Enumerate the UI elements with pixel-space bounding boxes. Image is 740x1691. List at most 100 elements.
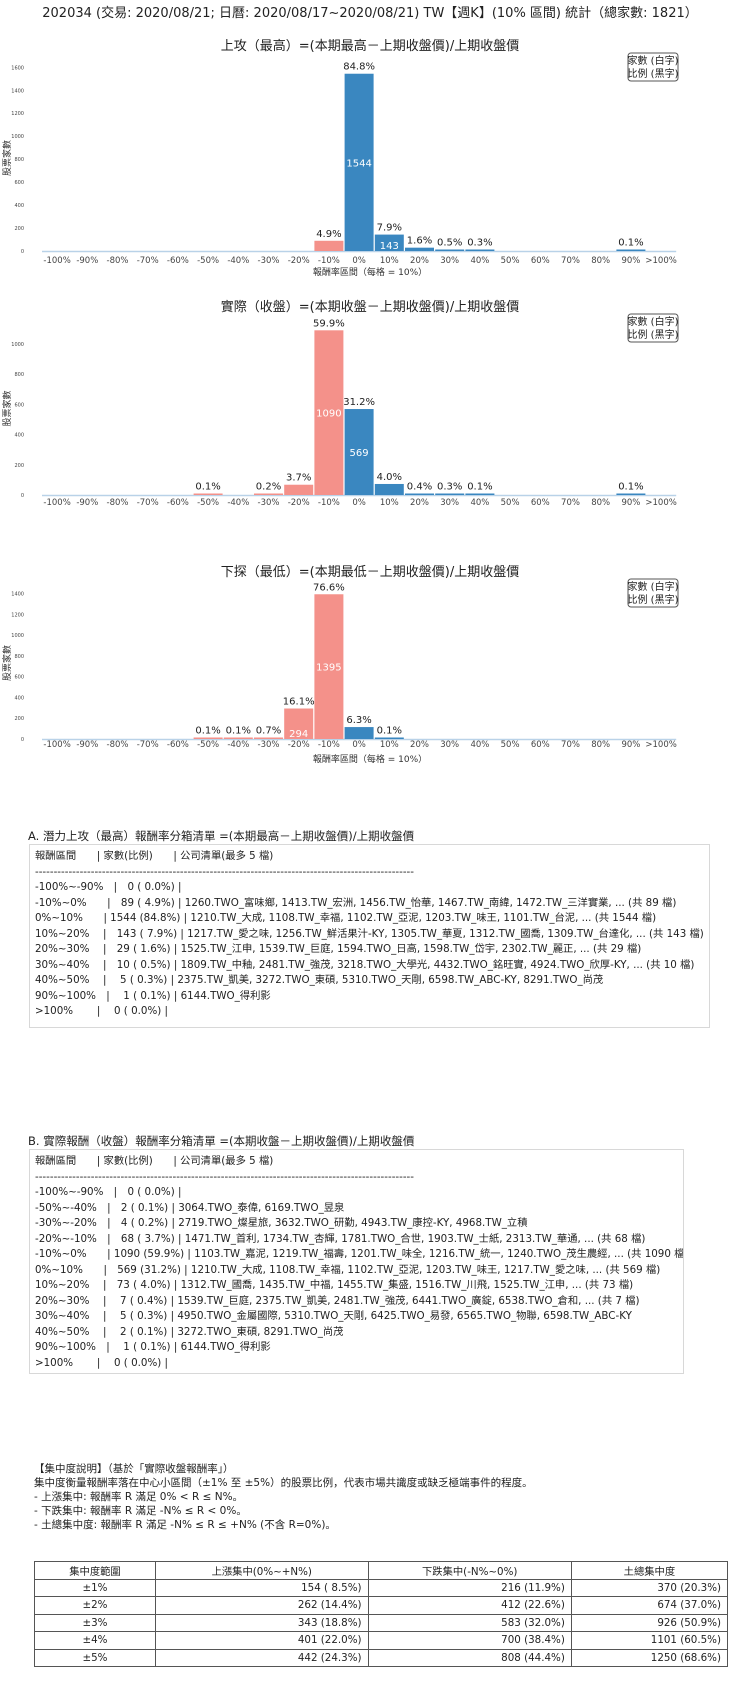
table-cell: ±5% — [34, 1648, 156, 1667]
table-row: ±4% 401 (22.0%) 700 (38.4%) 1101 (60.5%) — [34, 1631, 729, 1650]
x-tick-label: 90% — [621, 740, 640, 750]
legend-box — [627, 578, 679, 608]
y-tick-label: 1000 — [11, 342, 24, 348]
x-tick-label: 40% — [470, 498, 489, 508]
table-header-cell: 集中度範圍 — [34, 1561, 156, 1580]
bar-percent-label: 4.9% — [316, 229, 341, 240]
note-line: 【集中度說明】（基於「實際收盤報酬率」） — [34, 1463, 234, 1475]
bar-percent-label: 0.1% — [377, 726, 402, 737]
x-tick-label: -50% — [197, 498, 219, 508]
table-cell: 154 ( 8.5%) — [154, 1578, 369, 1597]
table-header-cell: 土總集中度 — [570, 1561, 729, 1580]
list-row: -10%~0% | 89 ( 4.9%) | 1260.TWO_富味鄉, 141… — [35, 896, 677, 909]
y-tick-label: 1000 — [11, 633, 24, 639]
y-tick-label: 800 — [14, 157, 24, 163]
x-tick-label: 10% — [380, 498, 399, 508]
y-tick-label: 1000 — [11, 134, 24, 140]
x-tick-label: 70% — [561, 498, 580, 508]
legend-line-1: 家數 (白字) — [628, 54, 679, 67]
x-tick-label: -10% — [318, 498, 340, 508]
y-tick-label: 600 — [14, 180, 24, 186]
table-cell: 700 (38.4%) — [367, 1631, 572, 1650]
note-line: - 下跌集中: 報酬率 R 滿足 -N% ≤ R < 0%。 — [34, 1505, 247, 1517]
bar-90% — [616, 249, 646, 251]
x-tick-label: 0% — [352, 498, 366, 508]
x-tick-label: 0% — [352, 740, 366, 750]
x-tick-label: 20% — [410, 498, 429, 508]
table-cell: 442 (24.3%) — [154, 1648, 369, 1667]
y-tick-label: 200 — [14, 716, 24, 722]
x-tick-label: -30% — [258, 740, 280, 750]
x-tick-label: 40% — [470, 256, 489, 266]
bar-20% — [405, 493, 434, 495]
x-tick-label: -90% — [76, 498, 98, 508]
x-tick-label: -40% — [227, 498, 249, 508]
list-row: 30%~40% | 10 ( 0.5%) | 1809.TW_中釉, 2481.… — [35, 958, 695, 971]
bar-count-label: 143 — [380, 241, 399, 252]
x-tick-label: 50% — [501, 740, 520, 750]
table-cell: 808 (44.4%) — [367, 1648, 572, 1667]
y-tick-label: 600 — [14, 675, 24, 681]
bar-30% — [435, 493, 465, 495]
x-tick-label: -50% — [197, 740, 219, 750]
note-line: - 土總集中度: 報酬率 R 滿足 -N% ≤ R ≤ +N% (不含 R=0%… — [34, 1519, 336, 1531]
legend-line-2: 比例 (黑字) — [628, 67, 679, 80]
bar--10% — [314, 240, 344, 251]
bar-percent-label: 6.3% — [346, 715, 371, 726]
table-cell: ±1% — [34, 1578, 156, 1597]
y-tick-label: 0 — [21, 737, 24, 743]
chart-title: 下探（最低）=(本期最低－上期收盤價)/上期收盤價 — [221, 565, 519, 580]
bar-percent-label: 31.2% — [343, 397, 375, 408]
list-row: -50%~-40% | 2 ( 0.1%) | 3064.TWO_泰偉, 616… — [35, 1201, 345, 1214]
bar-percent-label: 59.9% — [313, 318, 345, 329]
x-tick-label: >100% — [645, 740, 676, 750]
x-tick-label: 50% — [501, 498, 520, 508]
y-tick-label: 1400 — [11, 88, 24, 94]
bar--50% — [193, 737, 223, 739]
x-tick-label: -60% — [167, 740, 189, 750]
x-tick-label: -80% — [107, 498, 129, 508]
table-cell: 370 (20.3%) — [570, 1578, 729, 1597]
list-row: 10%~20% | 73 ( 4.0%) | 1312.TW_國喬, 1435.… — [35, 1279, 634, 1291]
legend-line-1: 家數 (白字) — [628, 580, 679, 593]
table-header-row: 集中度範圍 上漲集中(0%~+N%) 下跌集中(-N%~0%) 土總集中度 — [34, 1561, 729, 1580]
list-row: 30%~40% | 5 ( 0.3%) | 4950.TWO_金屬國際, 531… — [35, 1310, 632, 1322]
x-tick-label: >100% — [645, 256, 676, 266]
bar-0% — [344, 409, 374, 495]
x-tick-label: -80% — [107, 256, 129, 266]
x-tick-label: 70% — [561, 740, 580, 750]
table-cell: 262 (14.4%) — [154, 1596, 369, 1615]
y-tick-label: 600 — [14, 402, 24, 408]
bar-percent-label: 3.7% — [286, 473, 311, 484]
y-tick-label: 200 — [14, 463, 24, 469]
x-tick-label: 60% — [531, 498, 550, 508]
bar-count-label: 1090 — [316, 409, 341, 420]
table-cell: 343 (18.8%) — [154, 1613, 369, 1632]
bar-10% — [374, 234, 404, 251]
x-tick-label: -20% — [288, 740, 310, 750]
legend-box — [627, 52, 679, 82]
page-title: 202034 (交易: 2020/08/21; 日曆: 2020/08/17~2… — [42, 6, 698, 21]
x-tick-label: 20% — [410, 740, 429, 750]
legend-line-1: 家數 (白字) — [628, 315, 679, 328]
x-tick-label: -100% — [43, 740, 70, 750]
concentration-note: 【集中度說明】（基於「實際收盤報酬率」） 集中度衡量報酬率落在中心小區間（±1% … — [34, 1462, 533, 1532]
bar-percent-label: 0.1% — [618, 482, 643, 493]
concentration-table: 集中度範圍 上漲集中(0%~+N%) 下跌集中(-N%~0%) 土總集中度 ±1% 15… — [34, 1561, 729, 1667]
table-header-cell: 下跌集中(-N%~0%) — [367, 1561, 572, 1580]
table-cell: 1101 (60.5%) — [570, 1631, 729, 1650]
legend-box — [627, 313, 679, 343]
y-axis-label: 股票家數 — [1, 390, 13, 426]
y-axis-label: 股票家數 — [1, 645, 13, 681]
bar-count-label: 1395 — [316, 663, 341, 674]
table-cell: 401 (22.0%) — [154, 1631, 369, 1650]
x-tick-label: -20% — [288, 498, 310, 508]
y-tick-label: 1200 — [11, 111, 24, 117]
list-b-title: B. 實際報酬（收盤）報酬率分箱清單 =(本期收盤－上期收盤價)/上期收盤價 — [28, 1134, 415, 1148]
bar-count-label: 1544 — [346, 158, 371, 169]
bar-40% — [465, 493, 495, 495]
bar-percent-label: 16.1% — [283, 696, 315, 707]
x-tick-label: 0% — [352, 256, 366, 266]
